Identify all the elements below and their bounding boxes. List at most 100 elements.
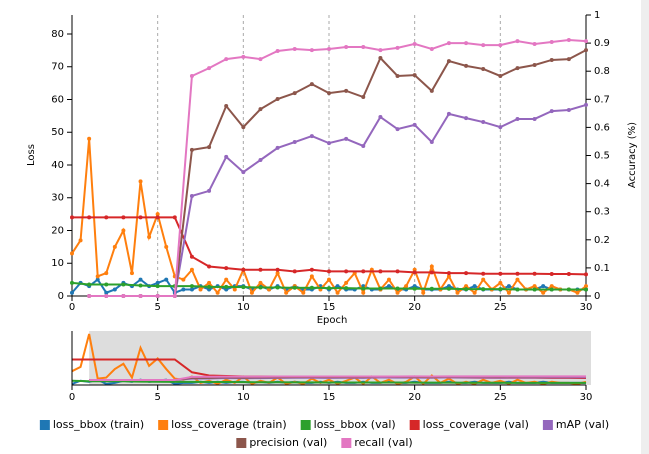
data-point [292, 269, 297, 274]
data-point [327, 47, 331, 52]
x-tick-label: 15 [323, 302, 336, 313]
data-point [395, 127, 400, 132]
data-point [121, 294, 126, 298]
data-point [378, 48, 383, 53]
y2-tick-label: 0.2 [594, 235, 610, 246]
data-point [224, 57, 229, 62]
data-point [541, 284, 546, 289]
data-point [181, 277, 186, 282]
data-point [429, 47, 434, 52]
data-point [224, 284, 229, 289]
data-point [249, 290, 254, 295]
y2-tick-label: 0.6 [594, 122, 610, 133]
data-point [172, 215, 177, 220]
y2-tick-label: 0 [594, 291, 600, 302]
data-point [429, 286, 434, 291]
data-point [155, 284, 160, 289]
data-point [532, 271, 537, 276]
legend-label: mAP (val) [556, 418, 609, 431]
data-point [498, 287, 503, 292]
data-point [189, 287, 194, 292]
data-point [532, 63, 537, 68]
data-point [481, 271, 486, 276]
data-point [498, 43, 503, 48]
data-point [549, 272, 554, 277]
data-point [164, 277, 169, 282]
x-axis-label: Epoch [317, 315, 348, 326]
data-point [138, 215, 143, 220]
y2-tick-label: 0.5 [594, 151, 610, 162]
data-point [104, 290, 109, 295]
data-point [155, 212, 160, 217]
data-point [241, 170, 246, 175]
data-point [87, 282, 92, 287]
data-point [464, 271, 469, 276]
data-point [232, 287, 237, 292]
data-point [532, 116, 537, 121]
data-point [327, 286, 331, 291]
overview-x-tick-label: 0 [69, 392, 75, 403]
data-point [446, 286, 451, 291]
data-point [584, 39, 588, 44]
legend-label: loss_coverage (train) [171, 418, 287, 431]
data-point [566, 57, 571, 62]
data-point [104, 215, 109, 220]
data-point [498, 271, 503, 276]
data-point [584, 48, 588, 53]
overview-x-tick-label: 30 [580, 392, 593, 403]
x-tick-label: 20 [408, 302, 421, 313]
data-point [412, 41, 417, 46]
x-tick-label: 25 [494, 302, 507, 313]
data-point [584, 102, 588, 107]
data-point [361, 269, 366, 274]
legend-swatch [409, 420, 420, 430]
x-tick-label: 5 [154, 302, 160, 313]
data-point [506, 290, 511, 295]
data-point [104, 282, 109, 287]
data-point [164, 244, 169, 249]
data-point [386, 277, 391, 282]
y2-tick-label: 1 [594, 10, 600, 21]
data-point [70, 280, 74, 285]
y2-tick-label: 0.1 [594, 263, 610, 274]
data-point [207, 188, 212, 193]
data-point [129, 271, 134, 276]
legend-swatch [542, 420, 553, 430]
legend-label: loss_bbox (train) [53, 418, 144, 431]
overview-x-tick-label: 5 [154, 392, 160, 403]
data-point [112, 287, 117, 292]
data-point [189, 193, 194, 198]
data-point [481, 287, 486, 292]
data-point [412, 286, 417, 291]
data-point [70, 215, 74, 220]
x-tick-label: 0 [69, 302, 75, 313]
data-point [241, 267, 246, 272]
data-point [515, 287, 520, 292]
y-tick-label: 50 [51, 127, 64, 138]
data-point [515, 39, 520, 44]
data-point [147, 235, 152, 240]
data-point [138, 283, 143, 288]
data-point [309, 267, 314, 272]
data-point [138, 277, 143, 282]
data-point [87, 215, 92, 220]
data-point [584, 284, 588, 289]
legend-item: loss_coverage (train) [158, 418, 287, 431]
data-point [446, 41, 451, 46]
x-tick-label: 30 [580, 302, 593, 313]
data-point [258, 57, 263, 62]
data-point [309, 274, 314, 279]
data-point [446, 111, 451, 116]
data-point [155, 280, 160, 285]
data-point [515, 271, 520, 276]
data-point [224, 104, 229, 109]
data-point [386, 284, 391, 289]
data-point [104, 271, 109, 276]
data-point [515, 116, 520, 121]
data-point [121, 282, 126, 287]
data-point [309, 82, 314, 87]
data-point [224, 154, 229, 159]
data-point [87, 136, 92, 141]
